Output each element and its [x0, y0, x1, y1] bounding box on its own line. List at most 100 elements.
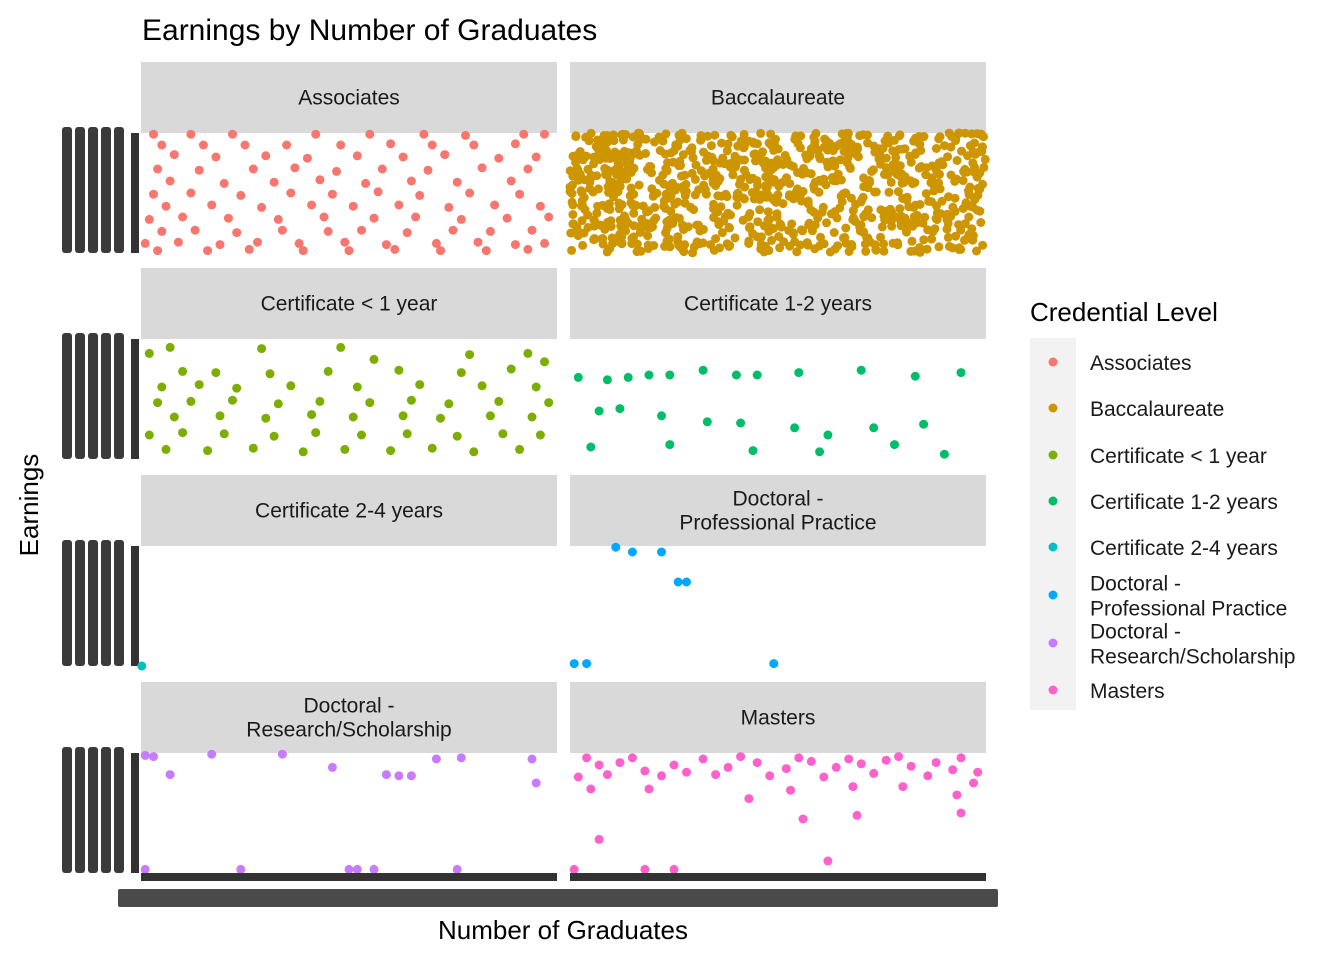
data-point [461, 130, 470, 140]
facet-panel: Doctoral -Professional Practice [569, 475, 986, 669]
data-point [736, 174, 746, 184]
data-point [748, 446, 758, 456]
data-point [161, 201, 171, 211]
data-point [876, 232, 885, 242]
data-point [149, 189, 158, 199]
data-point [169, 150, 179, 160]
data-point [972, 205, 982, 215]
legend: Credential Level Associates Baccalaureate C… [1030, 297, 1295, 710]
data-point [244, 244, 254, 254]
data-point [690, 190, 700, 200]
y-tick-label-overplot [101, 747, 111, 873]
legend-key [1048, 685, 1058, 695]
data-point [273, 399, 283, 409]
data-point [810, 220, 820, 230]
data-point [140, 238, 150, 248]
data-point [311, 428, 321, 438]
data-point [878, 144, 888, 153]
data-point [815, 154, 825, 164]
data-point [898, 782, 908, 792]
data-point [565, 166, 575, 176]
data-point [269, 177, 279, 187]
data-point [494, 396, 504, 406]
data-point [594, 834, 604, 844]
data-point [494, 153, 504, 163]
data-point [719, 216, 729, 226]
data-point [752, 758, 762, 768]
data-point [881, 153, 891, 163]
data-point [921, 170, 931, 180]
data-point [157, 140, 167, 150]
data-point [586, 442, 596, 452]
data-point [589, 221, 599, 231]
legend-item: Certificate 2-4 years [1048, 537, 1278, 560]
data-point [689, 205, 699, 215]
data-point [674, 241, 684, 251]
data-point [785, 241, 795, 251]
data-point [386, 139, 396, 149]
facet-strip [141, 475, 557, 546]
data-point [640, 766, 650, 776]
facet-panel: Certificate 2-4 years [137, 475, 557, 671]
data-point [687, 168, 697, 178]
legend-key [1048, 496, 1058, 506]
data-point [515, 189, 525, 199]
data-point [731, 370, 741, 380]
x-axis-line [141, 873, 557, 881]
data-point [671, 213, 681, 223]
y-tick-label-overplot [114, 333, 124, 459]
data-point [574, 175, 583, 185]
data-point [825, 247, 835, 257]
data-point [369, 864, 379, 874]
data-point [902, 227, 911, 237]
data-point [228, 395, 237, 405]
data-point [861, 209, 871, 219]
data-point [794, 753, 804, 763]
data-point [369, 354, 379, 364]
data-point [931, 144, 941, 153]
data-point [973, 767, 983, 777]
data-point [406, 771, 416, 781]
data-point [732, 192, 742, 202]
data-point [671, 140, 681, 150]
data-point [673, 197, 683, 207]
legend-key [1048, 542, 1058, 552]
data-point [567, 180, 577, 190]
data-point [352, 382, 362, 392]
data-point [523, 244, 533, 254]
data-point [348, 201, 358, 211]
data-point [934, 158, 944, 168]
data-point [365, 129, 375, 139]
data-point [567, 189, 577, 198]
data-point [685, 145, 695, 155]
data-point [452, 864, 462, 874]
data-point [431, 238, 441, 248]
data-point [531, 152, 541, 162]
data-point [566, 228, 576, 238]
data-point [769, 175, 779, 185]
data-point [207, 749, 217, 759]
data-point [655, 146, 665, 155]
legend-key-background [1030, 338, 1076, 710]
data-point [625, 191, 635, 201]
data-point [886, 177, 896, 187]
data-point [277, 225, 287, 235]
data-point [756, 239, 766, 249]
data-point [659, 201, 669, 211]
data-point [698, 238, 708, 248]
legend-item: Certificate < 1 year [1048, 445, 1267, 468]
data-point [452, 177, 462, 187]
data-point [531, 382, 541, 392]
data-point [586, 128, 596, 138]
data-point [828, 156, 838, 166]
data-point [273, 214, 283, 224]
data-point [344, 246, 354, 256]
data-point [591, 142, 601, 151]
data-point [707, 152, 717, 162]
data-point [863, 138, 873, 148]
data-point [763, 207, 773, 217]
data-point [161, 444, 171, 454]
facet-strip [570, 62, 986, 133]
y-tick-label-overplot [88, 127, 98, 253]
data-point [257, 202, 267, 212]
